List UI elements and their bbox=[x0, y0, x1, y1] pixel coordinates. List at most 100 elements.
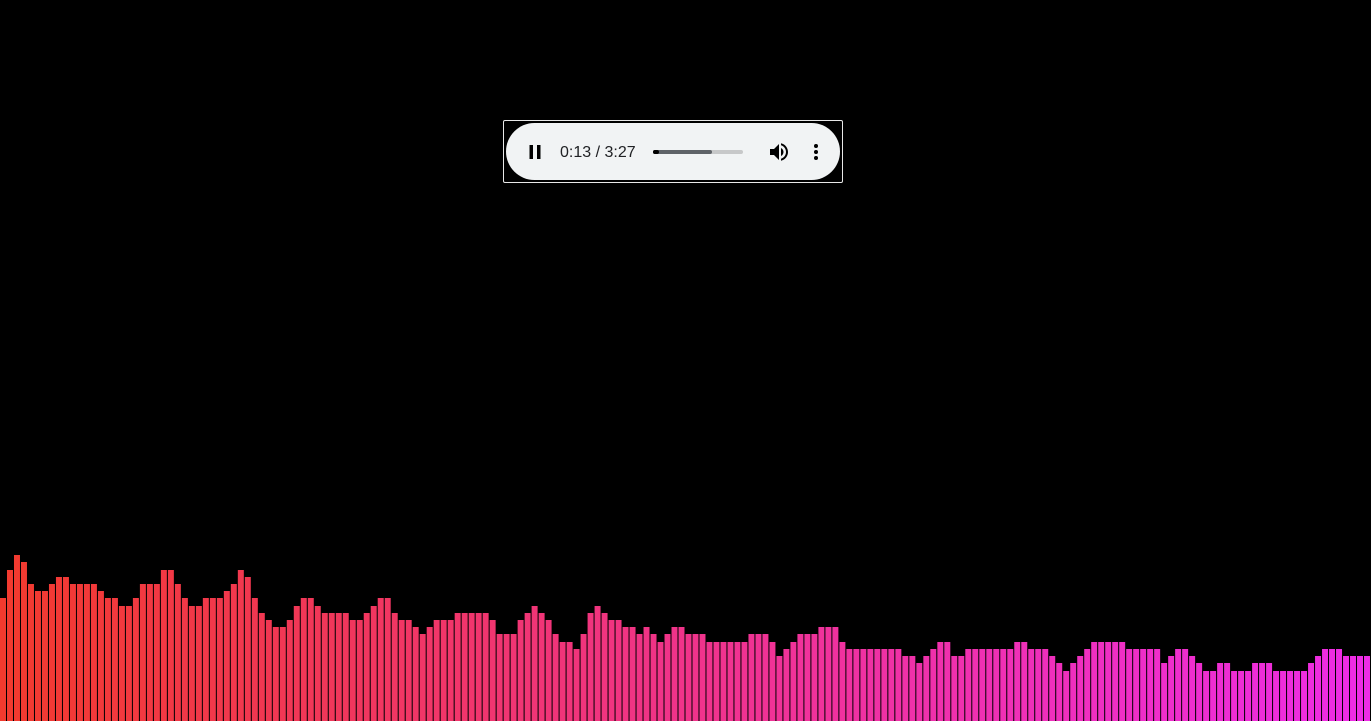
visualizer-bar bbox=[902, 656, 909, 721]
visualizer-bar bbox=[398, 620, 405, 721]
visualizer-bar bbox=[1014, 642, 1021, 721]
more-vert-icon bbox=[814, 144, 818, 160]
visualizer-bar bbox=[202, 598, 209, 721]
visualizer-bar bbox=[447, 620, 454, 721]
visualizer-bar bbox=[1091, 642, 1098, 721]
visualizer-bar bbox=[818, 627, 825, 721]
visualizer-bar bbox=[349, 620, 356, 721]
visualizer-bar bbox=[258, 613, 265, 721]
visualizer-bar bbox=[517, 620, 524, 721]
visualizer-bar bbox=[419, 634, 426, 721]
visualizer-bar bbox=[139, 584, 146, 721]
progress-slider[interactable] bbox=[653, 149, 743, 155]
visualizer-bar bbox=[146, 584, 153, 721]
visualizer-bar bbox=[888, 649, 895, 721]
time-display: 0:13 / 3:27 bbox=[560, 144, 636, 162]
visualizer-bar bbox=[1224, 663, 1231, 721]
visualizer-bar bbox=[937, 642, 944, 721]
visualizer-bar bbox=[167, 570, 174, 721]
visualizer-bar bbox=[461, 613, 468, 721]
visualizer-bar bbox=[104, 598, 111, 721]
visualizer-bar bbox=[1126, 649, 1133, 721]
visualizer-bar bbox=[1252, 663, 1259, 721]
visualizer-bar bbox=[188, 606, 195, 721]
visualizer-bar bbox=[223, 591, 230, 721]
visualizer-bar bbox=[1049, 656, 1056, 721]
visualizer-bar bbox=[545, 620, 552, 721]
visualizer-bar bbox=[1245, 671, 1252, 721]
volume-button[interactable] bbox=[767, 140, 791, 164]
visualizer-bar bbox=[846, 649, 853, 721]
visualizer-bar bbox=[293, 606, 300, 721]
visualizer-bar bbox=[1196, 663, 1203, 721]
audio-player: 0:13 / 3:27 bbox=[506, 123, 840, 180]
visualizer-bar bbox=[720, 642, 727, 721]
visualizer-bar bbox=[328, 613, 335, 721]
visualizer-bar bbox=[1056, 663, 1063, 721]
visualizer-bar bbox=[748, 634, 755, 721]
visualizer-bar bbox=[195, 606, 202, 721]
visualizer-bar bbox=[965, 649, 972, 721]
pause-icon bbox=[529, 145, 541, 159]
visualizer-bar bbox=[111, 598, 118, 721]
duration: 3:27 bbox=[604, 144, 636, 161]
visualizer-bar bbox=[356, 620, 363, 721]
visualizer-bar bbox=[1266, 663, 1273, 721]
visualizer-bar bbox=[1077, 656, 1084, 721]
visualizer-bar bbox=[559, 642, 566, 721]
visualizer-bar bbox=[454, 613, 461, 721]
visualizer-bar bbox=[1154, 649, 1161, 721]
more-options-button[interactable] bbox=[804, 140, 828, 164]
visualizer-bar bbox=[1189, 656, 1196, 721]
visualizer-bar bbox=[909, 656, 916, 721]
visualizer-bar bbox=[55, 577, 62, 721]
visualizer-bar bbox=[153, 584, 160, 721]
visualizer-bar bbox=[97, 591, 104, 721]
visualizer-bar bbox=[251, 598, 258, 721]
visualizer-bar bbox=[671, 627, 678, 721]
visualizer-bar bbox=[853, 649, 860, 721]
visualizer-bar bbox=[76, 584, 83, 721]
visualizer-bar bbox=[174, 584, 181, 721]
visualizer-bar bbox=[958, 656, 965, 721]
visualizer-bar bbox=[503, 634, 510, 721]
visualizer-bar bbox=[1217, 663, 1224, 721]
visualizer-bar bbox=[930, 649, 937, 721]
visualizer-bar bbox=[83, 584, 90, 721]
visualizer-bar bbox=[1070, 663, 1077, 721]
visualizer-bar bbox=[279, 627, 286, 721]
progress-played bbox=[653, 150, 659, 154]
visualizer-bar bbox=[265, 620, 272, 721]
visualizer-bar bbox=[797, 634, 804, 721]
visualizer-bar bbox=[895, 649, 902, 721]
visualizer-bar bbox=[993, 649, 1000, 721]
visualizer-bar bbox=[230, 584, 237, 721]
current-time: 0:13 bbox=[560, 144, 592, 161]
visualizer-bar bbox=[391, 613, 398, 721]
visualizer-bar bbox=[594, 606, 601, 721]
visualizer-bar bbox=[314, 606, 321, 721]
visualizer-bar bbox=[1357, 656, 1363, 721]
visualizer-bar bbox=[1301, 671, 1308, 721]
visualizer-bar bbox=[552, 634, 559, 721]
visualizer-bar bbox=[580, 634, 587, 721]
pause-button[interactable] bbox=[523, 140, 547, 164]
visualizer-bar bbox=[34, 591, 41, 721]
visualizer-bar bbox=[426, 627, 433, 721]
visualizer-bar bbox=[1364, 656, 1370, 721]
visualizer-bar bbox=[664, 634, 671, 721]
visualizer-bar bbox=[762, 634, 769, 721]
visualizer-bar bbox=[825, 627, 832, 721]
visualizer-bar bbox=[321, 613, 328, 721]
visualizer-bar bbox=[1007, 649, 1014, 721]
visualizer-bar bbox=[20, 562, 27, 721]
visualizer-bar bbox=[405, 620, 412, 721]
visualizer-bar bbox=[769, 642, 776, 721]
visualizer-bar bbox=[790, 642, 797, 721]
visualizer-bar bbox=[307, 598, 314, 721]
visualizer-bar bbox=[468, 613, 475, 721]
visualizer-bar bbox=[783, 649, 790, 721]
visualizer-bar bbox=[489, 620, 496, 721]
visualizer-bar bbox=[13, 555, 20, 721]
visualizer-bar bbox=[496, 634, 503, 721]
